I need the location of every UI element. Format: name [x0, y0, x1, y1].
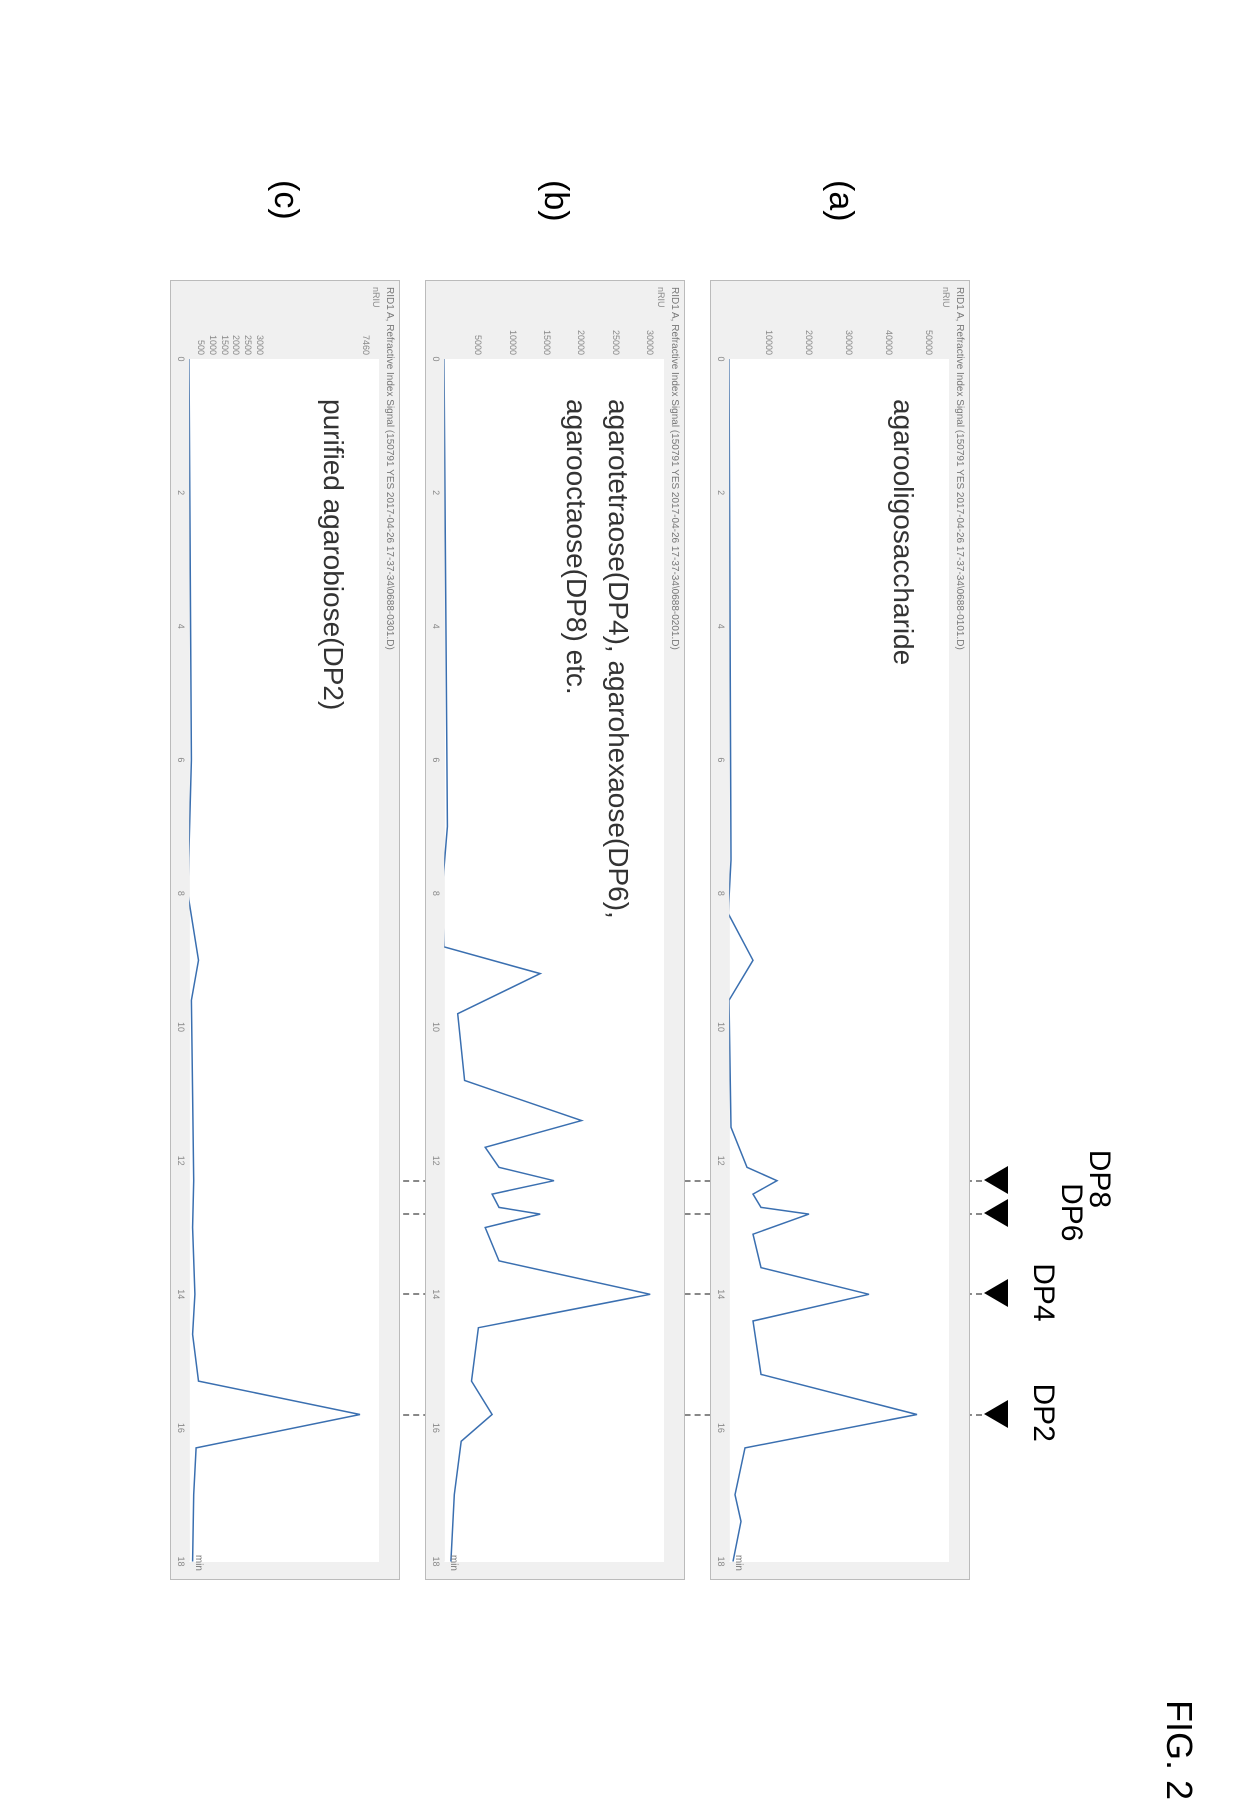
x-tick: 10: [716, 1017, 726, 1037]
y-tick: 5000: [473, 315, 483, 355]
x-tick: 18: [716, 1552, 726, 1572]
y-tick: 30000: [645, 315, 655, 355]
y-tick: 20000: [804, 315, 814, 355]
chromatogram-trace-c: [189, 359, 379, 1562]
inset-label-b-0: agarotetraose(DP4), agarohexaose(DP6),: [602, 399, 634, 919]
x-tick: 10: [431, 1017, 441, 1037]
dp-label-dp2: DP2: [1026, 1384, 1060, 1442]
y-tick: 1500: [220, 315, 230, 355]
x-tick: 2: [431, 483, 441, 503]
x-tick: 0: [716, 349, 726, 369]
panel-label-c: (c): [266, 180, 305, 220]
dp-marker-dp8: [984, 1166, 1008, 1194]
dp-marker-dp4: [984, 1279, 1008, 1307]
x-tick: 2: [176, 483, 186, 503]
dp-label-dp6: DP6: [1054, 1183, 1088, 1241]
x-tick: 16: [431, 1418, 441, 1438]
x-tick: 0: [431, 349, 441, 369]
y-tick: 1000: [208, 315, 218, 355]
chromatogram-header-a: RID1 A, Refractive Index Signal (150791 …: [954, 287, 965, 650]
y-tick: 40000: [884, 315, 894, 355]
x-tick: 4: [716, 616, 726, 636]
x-tick: 8: [431, 883, 441, 903]
y-tick: 500: [196, 315, 206, 355]
chromatogram-panel-c: RID1 A, Refractive Index Signal (150791 …: [170, 280, 400, 1580]
chromatogram-panel-a: RID1 A, Refractive Index Signal (150791 …: [710, 280, 970, 1580]
y-tick: 2000: [232, 315, 242, 355]
dp-marker-dp6: [984, 1199, 1008, 1227]
y-axis-unit-b: nRIU: [656, 287, 666, 308]
y-tick: 10000: [764, 315, 774, 355]
x-tick: 4: [176, 616, 186, 636]
chromatogram-header-b: RID1 A, Refractive Index Signal (150791 …: [669, 287, 680, 650]
x-tick: 14: [716, 1284, 726, 1304]
y-axis-unit-a: nRIU: [941, 287, 951, 308]
y-tick: 2500: [243, 315, 253, 355]
inset-label-a-0: agarooligosaccharide: [887, 399, 919, 665]
x-tick: 12: [176, 1151, 186, 1171]
y-tick: 15000: [542, 315, 552, 355]
x-tick: 18: [176, 1552, 186, 1572]
y-tick: 30000: [844, 315, 854, 355]
x-tick: 18: [431, 1552, 441, 1572]
dp-label-dp4: DP4: [1026, 1263, 1060, 1321]
chromatogram-panel-b: RID1 A, Refractive Index Signal (150791 …: [425, 280, 685, 1580]
x-tick: 14: [176, 1284, 186, 1304]
x-axis-unit-a: min: [733, 1555, 744, 1571]
plot-area-c: [189, 359, 379, 1562]
x-tick: 10: [176, 1017, 186, 1037]
x-tick: 16: [716, 1418, 726, 1438]
y-tick: 20000: [577, 315, 587, 355]
x-tick: 6: [431, 750, 441, 770]
x-tick: 12: [431, 1151, 441, 1171]
inset-label-b-1: agarooctaose(DP8) etc.: [560, 399, 592, 695]
dp-marker-dp2: [984, 1400, 1008, 1428]
x-tick: 6: [716, 750, 726, 770]
x-tick: 8: [716, 883, 726, 903]
y-tick: 3000: [255, 315, 265, 355]
x-axis-unit-b: min: [448, 1555, 459, 1571]
panel-label-b: (b): [536, 180, 575, 222]
inset-label-c-0: purified agarobiose(DP2): [317, 399, 349, 710]
y-axis-unit-c: nRIU: [371, 287, 381, 308]
x-tick: 14: [431, 1284, 441, 1304]
x-tick: 2: [716, 483, 726, 503]
x-tick: 12: [716, 1151, 726, 1171]
x-tick: 16: [176, 1418, 186, 1438]
y-tick: 7460: [361, 315, 371, 355]
panel-label-a: (a): [821, 180, 860, 222]
x-tick: 4: [431, 616, 441, 636]
x-tick: 8: [176, 883, 186, 903]
y-tick: 50000: [924, 315, 934, 355]
chromatogram-header-c: RID1 A, Refractive Index Signal (150791 …: [384, 287, 395, 650]
x-tick: 0: [176, 349, 186, 369]
figure-label: FIG. 2: [1158, 1700, 1200, 1800]
y-tick: 10000: [508, 315, 518, 355]
figure-page: FIG. 2 DP8DP6DP4DP2(a)RID1 A, Refractive…: [0, 0, 1240, 1820]
y-tick: 25000: [611, 315, 621, 355]
x-tick: 6: [176, 750, 186, 770]
x-axis-unit-c: min: [193, 1555, 204, 1571]
